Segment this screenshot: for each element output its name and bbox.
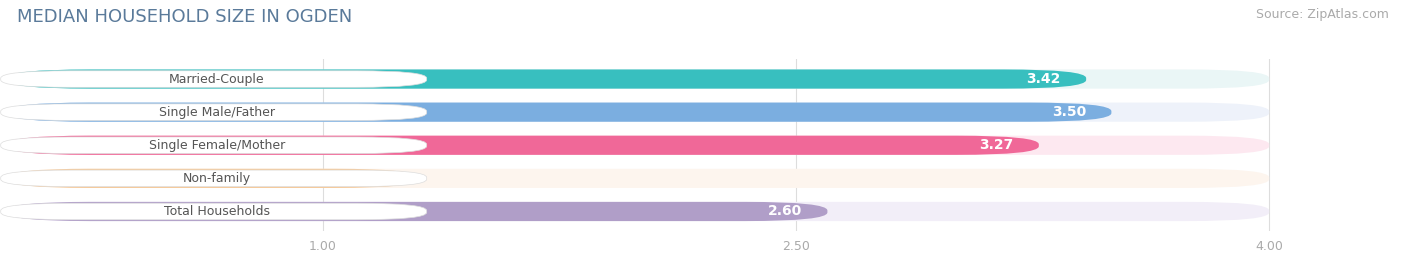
Text: Married-Couple: Married-Couple xyxy=(169,73,264,86)
Text: Single Female/Mother: Single Female/Mother xyxy=(149,139,285,152)
FancyBboxPatch shape xyxy=(7,169,1270,188)
Text: 1.30: 1.30 xyxy=(357,171,392,185)
FancyBboxPatch shape xyxy=(7,202,1270,221)
FancyBboxPatch shape xyxy=(7,69,1270,89)
FancyBboxPatch shape xyxy=(7,202,827,221)
Text: Total Households: Total Households xyxy=(165,205,270,218)
FancyBboxPatch shape xyxy=(1,203,426,220)
FancyBboxPatch shape xyxy=(7,169,418,188)
Text: 2.60: 2.60 xyxy=(768,204,803,218)
FancyBboxPatch shape xyxy=(7,69,1087,89)
FancyBboxPatch shape xyxy=(1,104,426,121)
Text: 3.42: 3.42 xyxy=(1026,72,1062,86)
Text: 3.50: 3.50 xyxy=(1052,105,1087,119)
Text: Single Male/Father: Single Male/Father xyxy=(159,106,274,119)
FancyBboxPatch shape xyxy=(1,170,426,187)
FancyBboxPatch shape xyxy=(1,71,426,87)
FancyBboxPatch shape xyxy=(7,136,1039,155)
Text: 3.27: 3.27 xyxy=(980,138,1014,152)
FancyBboxPatch shape xyxy=(7,102,1111,122)
FancyBboxPatch shape xyxy=(7,102,1270,122)
Text: Source: ZipAtlas.com: Source: ZipAtlas.com xyxy=(1256,8,1389,21)
FancyBboxPatch shape xyxy=(7,136,1270,155)
FancyBboxPatch shape xyxy=(1,137,426,154)
Text: MEDIAN HOUSEHOLD SIZE IN OGDEN: MEDIAN HOUSEHOLD SIZE IN OGDEN xyxy=(17,8,352,26)
Text: Non-family: Non-family xyxy=(183,172,250,185)
